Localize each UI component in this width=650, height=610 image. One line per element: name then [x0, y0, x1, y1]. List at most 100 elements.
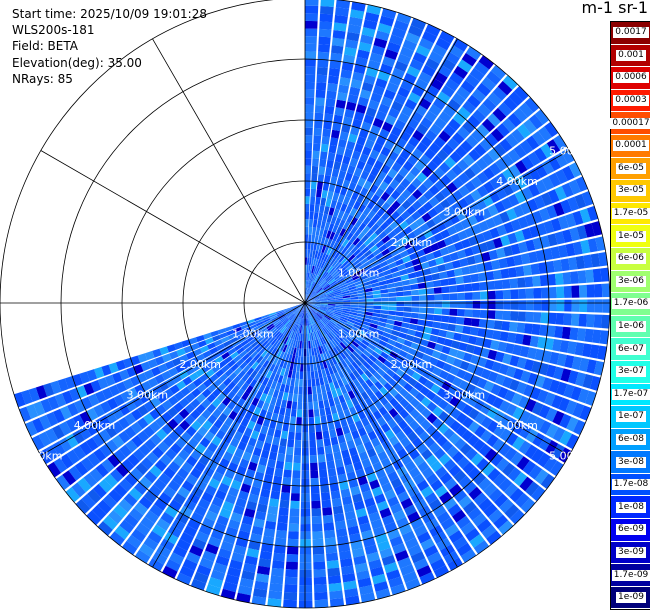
- ray-gate: [302, 333, 305, 342]
- ray-gate: [449, 151, 462, 164]
- ray-gate: [299, 569, 312, 578]
- ray-gate: [312, 531, 324, 540]
- ray-gate: [305, 51, 317, 60]
- ray-gate: [513, 86, 529, 101]
- ray-gate: [553, 134, 567, 151]
- ray-gate: [275, 398, 282, 407]
- ray-gate: [424, 379, 435, 390]
- ray-gate: [317, 268, 322, 276]
- ray-gate: [317, 321, 324, 329]
- ray-gate: [381, 297, 389, 302]
- ray-gate: [218, 347, 228, 356]
- ray-gate: [262, 442, 272, 452]
- ray-gate: [168, 430, 180, 442]
- ray-gate: [310, 281, 315, 290]
- azimuth-spoke: [152, 38, 306, 304]
- ray-gate: [226, 444, 237, 455]
- ray-gate: [528, 183, 541, 197]
- ray-gate: [282, 344, 288, 353]
- ray-gate: [343, 392, 351, 402]
- ray-gate: [351, 397, 360, 407]
- ray-gate: [418, 431, 430, 443]
- ray-gate: [390, 266, 399, 274]
- ray-gate: [320, 301, 328, 303]
- ray-gate: [330, 268, 337, 276]
- ray-gate: [56, 474, 71, 491]
- ray-gate: [410, 518, 424, 530]
- start-time: Start time: 2025/10/09 19:01:28: [12, 7, 207, 21]
- ray-gate: [326, 308, 335, 312]
- ray-gate: [343, 580, 358, 591]
- ray-gate: [465, 447, 478, 461]
- ray-gate: [374, 380, 384, 390]
- ray-gate: [355, 104, 367, 114]
- ray-gate: [361, 277, 370, 284]
- ray-gate: [334, 307, 343, 311]
- ray-gate: [95, 390, 107, 404]
- ray-gate: [348, 286, 357, 291]
- ray-gate: [149, 408, 161, 420]
- ray-gate: [499, 498, 514, 514]
- ray-gate: [332, 505, 344, 515]
- ray-gate: [507, 149, 521, 163]
- ray-gate: [452, 132, 465, 145]
- ray-gate: [262, 377, 270, 386]
- ray-gate: [333, 289, 342, 294]
- ray-gate: [495, 247, 506, 259]
- ray-gate: [370, 92, 383, 103]
- ray-gate: [495, 158, 508, 172]
- ray-gate: [527, 151, 541, 166]
- ray-gate: [143, 413, 155, 425]
- ray-gate: [357, 177, 366, 187]
- ray-gate: [428, 172, 440, 184]
- ray-gate: [561, 148, 575, 164]
- ray-gate: [264, 520, 277, 530]
- ray-gate: [388, 306, 397, 311]
- ray-gate: [405, 215, 415, 226]
- ray-gate: [453, 332, 463, 342]
- ray-gate: [413, 425, 425, 437]
- ray-gate: [309, 211, 314, 220]
- ray-gate: [442, 301, 450, 308]
- ray-gate: [92, 483, 107, 499]
- ray-gate: [341, 123, 351, 134]
- ray-gate: [383, 269, 392, 276]
- ray-gate: [584, 390, 597, 406]
- ray-gate: [300, 524, 311, 532]
- ray-gate: [371, 336, 381, 344]
- ray-gate: [339, 77, 351, 87]
- ray-gate: [339, 481, 349, 491]
- ray-gate: [237, 530, 250, 541]
- ray-gate: [530, 263, 540, 275]
- ray-gate: [452, 112, 466, 126]
- ray-gate: [305, 196, 310, 204]
- ray-gate: [350, 299, 359, 303]
- ray-gate: [306, 310, 308, 319]
- ray-gate: [183, 525, 198, 538]
- ray-gate: [375, 329, 384, 336]
- ray-gate: [217, 360, 227, 369]
- ray-gate: [292, 307, 299, 313]
- ray-gate: [532, 432, 545, 447]
- ray-gate: [266, 513, 278, 523]
- ray-gate: [499, 331, 509, 342]
- ray-gate: [309, 317, 313, 325]
- ray-gate: [396, 301, 405, 307]
- ray-gate: [420, 538, 435, 551]
- ray-gate: [351, 272, 359, 279]
- ray-gate: [394, 341, 404, 350]
- ray-gate: [299, 546, 312, 555]
- ray-gate: [327, 307, 335, 311]
- ray-gate: [57, 378, 69, 392]
- ray-gate: [291, 306, 299, 311]
- ray-gate: [306, 264, 309, 273]
- ray-gate: [286, 553, 299, 563]
- ray-gate: [597, 345, 607, 361]
- ray-gate: [545, 407, 558, 422]
- ray-gate: [419, 223, 430, 233]
- ray-gate: [404, 392, 415, 403]
- ray-gate: [566, 416, 579, 432]
- ray-gate: [172, 373, 182, 384]
- ray-gate: [426, 294, 435, 301]
- ray-gate: [362, 361, 371, 370]
